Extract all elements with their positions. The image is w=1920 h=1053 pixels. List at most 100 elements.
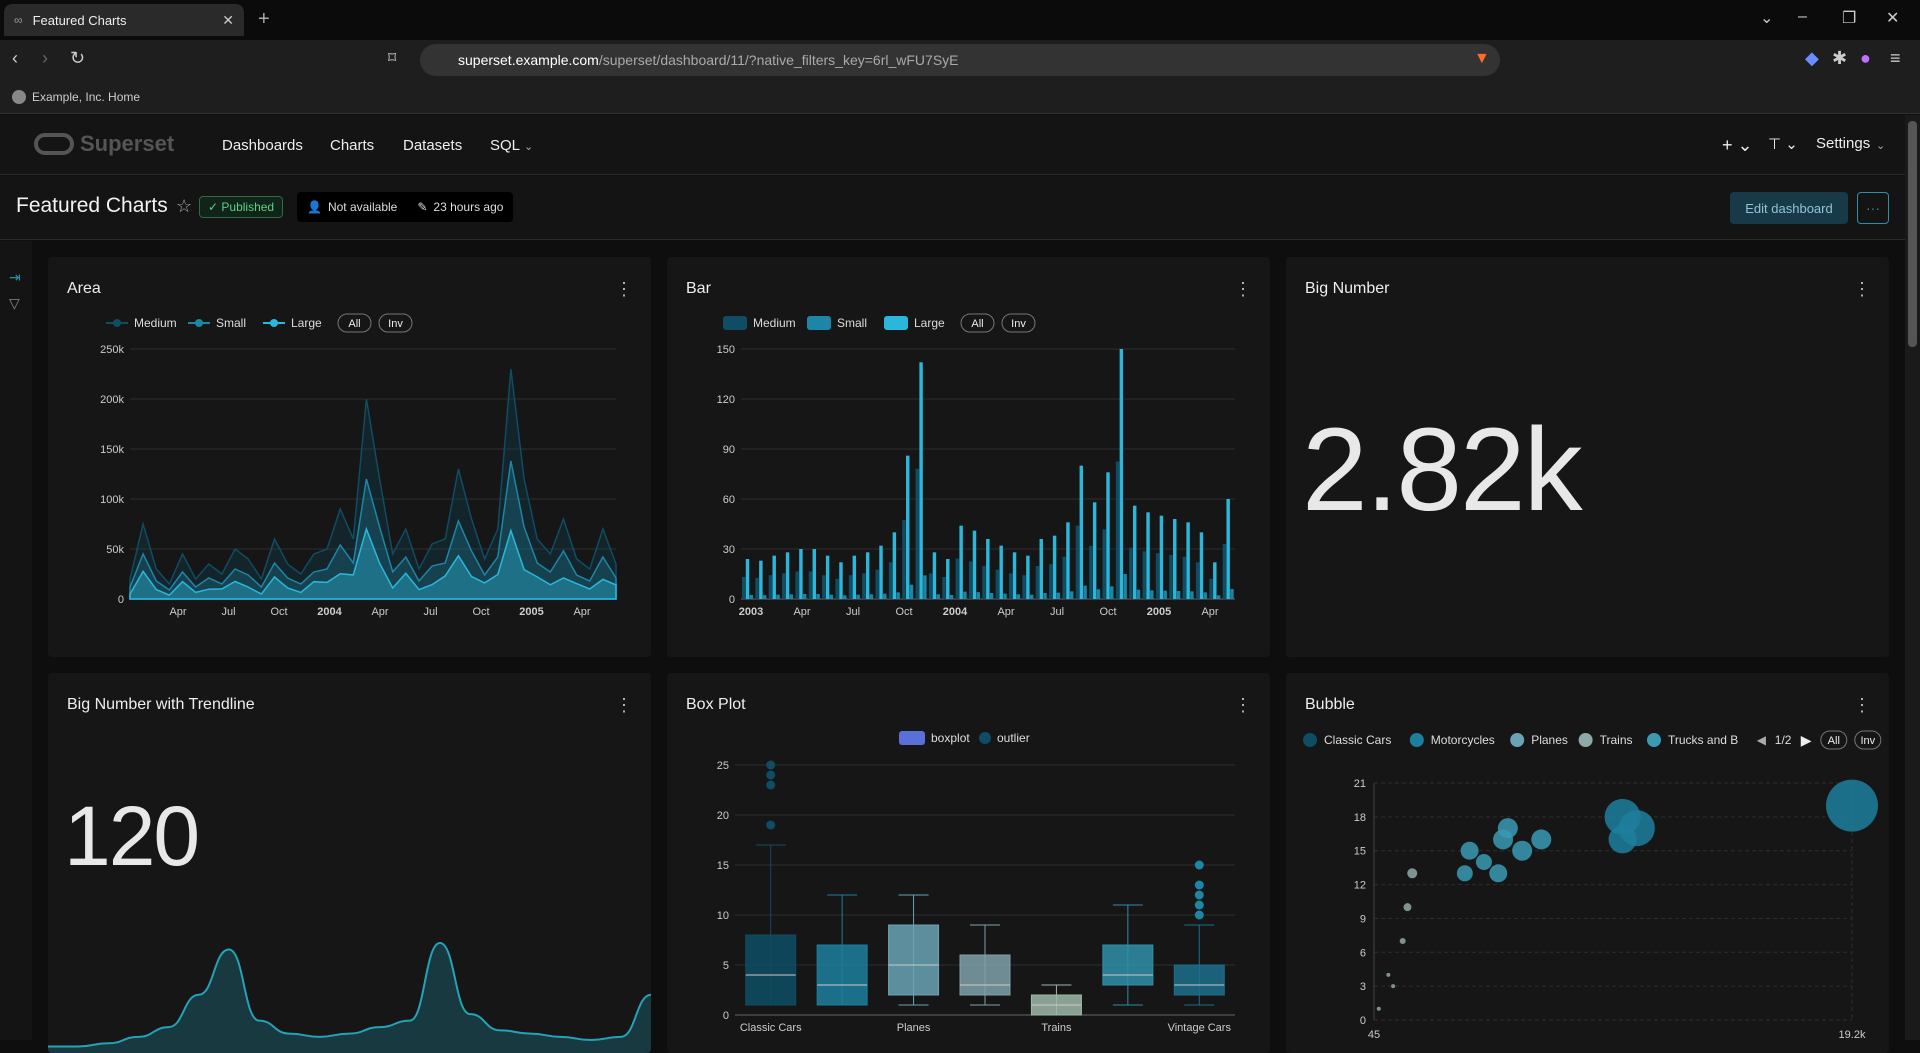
bubble-point — [1497, 818, 1518, 839]
card-menu-icon[interactable]: ⋮ — [1234, 695, 1252, 715]
x-tick-label: Oct — [895, 606, 912, 618]
bookmark-icon[interactable]: ⌑ — [388, 50, 397, 67]
browser-tab[interactable]: ∞ Featured Charts ✕ — [4, 4, 244, 36]
bar — [762, 595, 767, 599]
expand-filters-icon[interactable]: ⇥ — [9, 269, 21, 285]
dashboard-title[interactable]: Featured Charts — [16, 194, 168, 217]
bar — [1195, 562, 1200, 599]
area-chart: Medium Small Large All Inv 0 50k 100k 150k 200k 25… — [100, 313, 617, 618]
bar — [936, 594, 940, 599]
x-tick-label: Oct — [1099, 606, 1116, 618]
bar — [949, 595, 954, 599]
edit-dashboard-button[interactable]: Edit dashboard — [1730, 192, 1848, 224]
legend-label: Planes — [1531, 733, 1568, 747]
y-tick-label: 120 — [717, 394, 735, 406]
legend-swatch — [899, 731, 925, 745]
outlier-point — [1194, 910, 1204, 920]
scroll-thumb[interactable] — [1908, 121, 1917, 347]
menu-icon[interactable]: ≡ — [1890, 48, 1901, 68]
y-tick-label: 50k — [106, 544, 124, 556]
outlier-point — [1194, 880, 1204, 890]
card-title-trendline: Big Number with Trendline — [67, 696, 255, 713]
bar — [1119, 349, 1124, 599]
plus-icon[interactable]: + ⌄ — [1722, 135, 1753, 155]
bar — [972, 530, 977, 599]
more-options-button[interactable]: ··· — [1857, 192, 1889, 224]
card-menu-icon[interactable]: ⋮ — [1853, 279, 1871, 299]
bookmark-item[interactable]: Example, Inc. Home — [32, 89, 141, 104]
favorite-star-icon[interactable]: ☆ — [176, 196, 193, 216]
back-icon[interactable]: ‹ — [12, 48, 18, 68]
settings-menu[interactable]: Settings — [1816, 135, 1871, 152]
bar — [1052, 535, 1057, 599]
nav-charts[interactable]: Charts — [330, 137, 375, 154]
nav-dashboards[interactable]: Dashboards — [222, 137, 303, 154]
y-tick-label: 250k — [100, 344, 124, 356]
bar — [989, 593, 994, 599]
bar — [772, 555, 776, 599]
bar — [1150, 590, 1154, 599]
x-tick-label: 2005 — [1147, 606, 1171, 618]
brave-shield-icon[interactable]: ▼ — [1474, 50, 1490, 67]
trend-number-value: 120 — [64, 789, 200, 883]
bar — [875, 569, 879, 599]
minimize-icon[interactable]: – — [1798, 8, 1807, 25]
outlier-point — [1194, 890, 1204, 900]
restore-icon[interactable]: ❐ — [1842, 10, 1857, 27]
y-tick-label: 9 — [1360, 913, 1366, 925]
address-bar[interactable]: superset.example.com/superset/dashboard/… — [420, 44, 1500, 76]
filter-icon[interactable]: ▽ — [9, 295, 20, 311]
x-tick-label: Jul — [846, 606, 860, 618]
nav-sql[interactable]: SQL — [490, 137, 521, 154]
bar — [799, 549, 803, 599]
theme-icon[interactable]: ⊤ ⌄ — [1768, 136, 1798, 153]
extensions-icon[interactable]: ✱ — [1832, 48, 1848, 68]
card-menu-icon[interactable]: ⋮ — [1853, 695, 1871, 715]
x-tick-label: Planes — [897, 1022, 931, 1034]
x-tick-label: 2004 — [943, 606, 968, 618]
new-tab-icon[interactable]: + — [258, 8, 270, 30]
bar — [968, 561, 973, 599]
card-trendline: Big Number with Trendline ⋮ 120 — [48, 673, 651, 1053]
sql-chevron-down-icon[interactable]: ⌄ — [524, 141, 534, 153]
y-tick-label: 12 — [1354, 880, 1366, 892]
legend-label: Large — [914, 316, 945, 330]
bar — [848, 575, 853, 599]
bar — [795, 571, 799, 599]
bubble-point — [1403, 903, 1412, 912]
settings-chevron-down-icon[interactable]: ⌄ — [1876, 140, 1886, 152]
bar — [995, 569, 1000, 599]
profile-icon[interactable]: ● — [1860, 48, 1871, 68]
tab-search-icon[interactable]: ⌄ — [1760, 10, 1774, 27]
bar-chart: Medium Small Large All Inv 0 30 60 90 120 150 2003 A… — [717, 313, 1235, 618]
shield-icon[interactable]: ◆ — [1805, 48, 1819, 68]
bar — [1049, 564, 1053, 599]
card-box-plot: Box Plot ⋮ boxplot outlier 0 5 10 15 20 25 Class… — [667, 673, 1270, 1053]
close-window-icon[interactable]: ✕ — [1886, 10, 1900, 27]
legend-toggle-label: All — [971, 318, 983, 330]
bar — [888, 562, 893, 599]
reload-icon[interactable]: ↻ — [70, 48, 86, 68]
status-badge[interactable]: ✓ Published — [199, 196, 284, 218]
nav-datasets[interactable]: Datasets — [403, 137, 463, 154]
bar — [1132, 505, 1137, 599]
x-tick-label: Jul — [221, 606, 235, 618]
bar — [865, 552, 870, 599]
superset-logo[interactable]: Superset — [34, 131, 174, 157]
page-scrollbar[interactable] — [1905, 115, 1920, 1040]
x-tick-label: 2004 — [317, 606, 342, 618]
bar — [839, 562, 843, 599]
bubble-point — [1376, 1006, 1381, 1011]
bar — [1096, 589, 1101, 599]
bar — [1029, 594, 1034, 599]
outlier-point — [1194, 900, 1204, 910]
card-menu-icon[interactable]: ⋮ — [615, 279, 633, 299]
card-menu-icon[interactable]: ⋮ — [615, 695, 633, 715]
x-tick-label: Apr — [793, 606, 810, 618]
close-tab-icon[interactable]: ✕ — [222, 11, 234, 28]
card-menu-icon[interactable]: ⋮ — [1234, 279, 1252, 299]
forward-icon[interactable]: › — [42, 48, 48, 68]
y-tick-label: 10 — [717, 910, 729, 922]
x-tick-label: 2005 — [519, 606, 543, 618]
legend-swatch — [807, 316, 831, 330]
